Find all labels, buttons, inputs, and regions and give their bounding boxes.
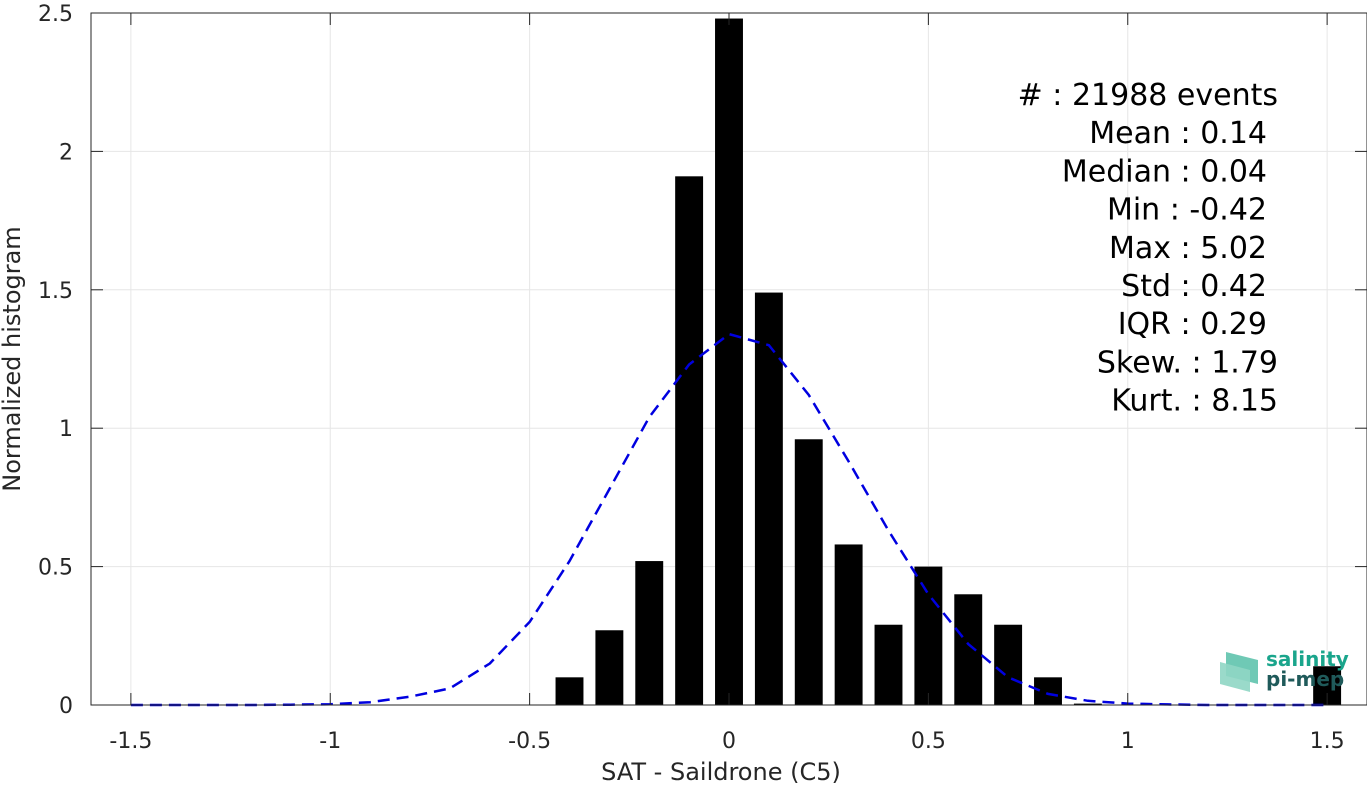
x-tick-label: -1.5 [109, 729, 152, 754]
histogram-bar [754, 292, 783, 705]
stats-line: Std : 0.42 [1121, 269, 1267, 304]
salinity-pi-mep-logo: salinity pi-mep [1220, 647, 1349, 692]
histogram-bar [675, 176, 704, 705]
y-tick-label: 1.5 [38, 279, 73, 304]
stats-line: IQR : 0.29 [1118, 307, 1267, 342]
stats-line: Skew. : 1.79 [1097, 345, 1278, 380]
stats-line: Min : -0.42 [1107, 193, 1267, 228]
histogram-bar [954, 594, 983, 705]
histogram-bar [1073, 703, 1102, 705]
histogram-bar [595, 630, 624, 705]
histogram-bar [994, 624, 1023, 705]
logo-line2: pi-mep [1266, 667, 1344, 691]
y-tick-label: 2 [59, 140, 73, 165]
x-tick-label: 1 [1121, 729, 1135, 754]
histogram-bar [834, 544, 863, 705]
y-axis-label: Normalized histogram [0, 226, 26, 491]
y-tick-label: 2.5 [38, 2, 73, 27]
x-axis-label: SAT - Saildrone (C5) [601, 758, 841, 785]
logo-mark-front [1220, 662, 1250, 692]
histogram-bar [794, 439, 823, 705]
stats-line: Mean : 0.14 [1089, 116, 1267, 151]
histogram-bar [555, 677, 584, 705]
stats-line: Kurt. : 8.15 [1111, 384, 1278, 419]
axis-ticks: -1.5 -1 -0.5 0 0.5 1 1.5 0 0.5 1 1.5 2 2.5 [38, 2, 1367, 754]
histogram-bar [635, 561, 664, 705]
stats-line: # : 21988 events [1018, 78, 1278, 113]
y-tick-label: 1 [59, 417, 73, 442]
stats-line: Median : 0.04 [1062, 154, 1267, 189]
x-tick-label: -1 [319, 729, 341, 754]
y-tick-label: 0 [59, 694, 73, 719]
histogram-bar [874, 624, 903, 705]
x-tick-label: 1.5 [1310, 729, 1345, 754]
bars [555, 18, 1342, 705]
x-tick-label: 0.5 [911, 729, 946, 754]
histogram-bar [914, 566, 943, 705]
logo-line1: salinity [1266, 647, 1349, 671]
x-tick-label: 0 [722, 729, 736, 754]
y-tick-label: 0.5 [38, 556, 73, 581]
x-tick-label: -0.5 [508, 729, 551, 754]
histogram-bar [715, 18, 743, 705]
stats-line: Max : 5.02 [1109, 231, 1267, 266]
